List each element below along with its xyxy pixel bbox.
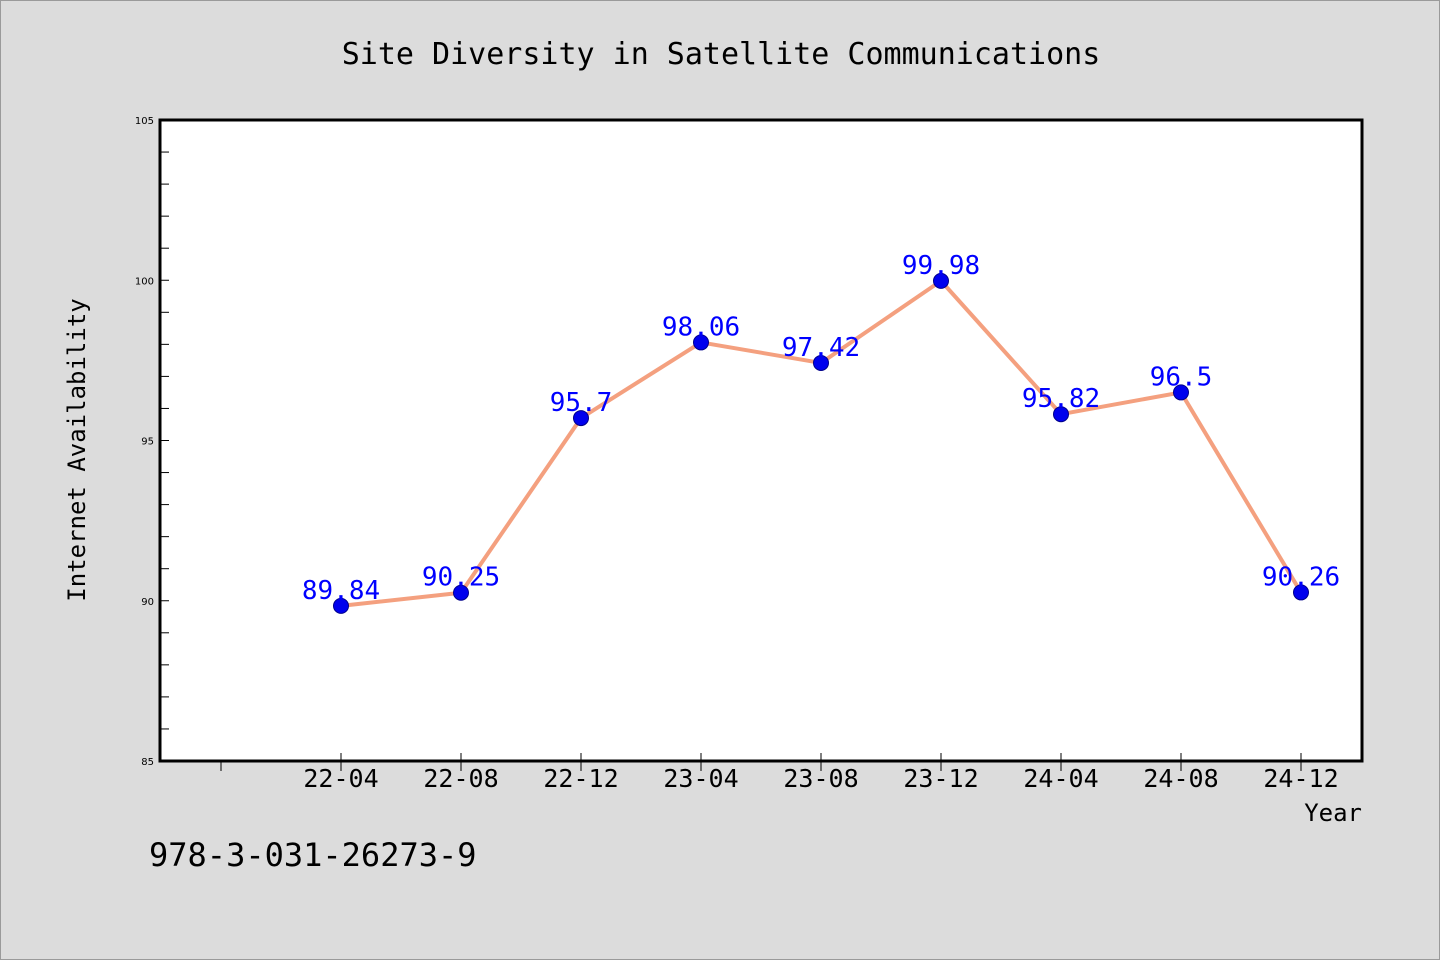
plot-area	[158, 118, 1364, 763]
x-axis: 22-04 22-08 22-12 23-04 23-08 23-12 24-04 24-08…	[220, 753, 1339, 793]
x-axis-label: Year	[1304, 799, 1362, 827]
data-label: 95.82	[1022, 384, 1100, 414]
x-tick-label: 24-12	[1263, 764, 1338, 793]
data-label: 95.7	[550, 388, 613, 418]
x-tick-label: 23-04	[663, 764, 738, 793]
x-tick-label: 24-04	[1023, 764, 1098, 793]
y-tick-label: 90	[141, 597, 154, 608]
data-point	[1173, 384, 1189, 401]
y-axis-label: Internet Availability	[63, 298, 91, 601]
data-label: 90.26	[1262, 562, 1340, 592]
isbn-label: 978-3-031-26273-9	[149, 836, 477, 874]
data-point	[1293, 584, 1309, 601]
x-tick-label: 22-04	[303, 764, 378, 793]
data-label: 90.25	[422, 563, 500, 593]
data-point	[1053, 406, 1069, 423]
y-axis: 85 90 95 100 105	[135, 116, 169, 768]
series-availability: 89.84 90.25 95.7 98.06 97.42 99.98 95.82 96.5 90…	[302, 251, 1340, 614]
data-label: 89.84	[302, 576, 380, 606]
x-tick-label: 24-08	[1143, 764, 1218, 793]
data-point	[453, 584, 469, 601]
data-point	[933, 272, 949, 289]
data-point	[333, 597, 349, 614]
data-label: 99.98	[902, 251, 980, 281]
x-tick-label: 22-12	[543, 764, 618, 793]
data-point	[693, 334, 709, 351]
x-tick-label: 23-08	[783, 764, 858, 793]
chart-title: Site Diversity in Satellite Communicatio…	[342, 37, 1101, 72]
x-tick-label: 23-12	[903, 764, 978, 793]
y-tick-label: 100	[135, 276, 154, 287]
y-tick-label: 105	[135, 116, 154, 127]
data-label: 98.06	[662, 312, 740, 342]
data-point	[813, 354, 829, 371]
data-point	[573, 410, 589, 427]
data-label: 96.5	[1150, 362, 1213, 392]
data-label: 97.42	[782, 333, 860, 363]
y-tick-label: 95	[141, 437, 154, 448]
y-tick-label: 85	[141, 757, 154, 768]
x-tick-label: 22-08	[423, 764, 498, 793]
